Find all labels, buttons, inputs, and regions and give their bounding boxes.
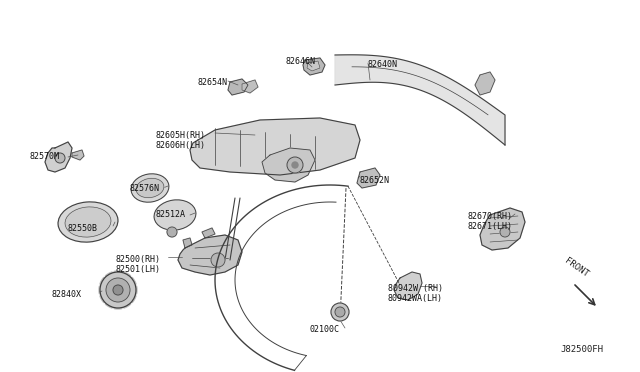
Wedge shape bbox=[106, 272, 118, 290]
Text: 82640N: 82640N bbox=[368, 60, 398, 69]
Text: 82500(RH): 82500(RH) bbox=[115, 255, 160, 264]
Text: 82576N: 82576N bbox=[130, 184, 160, 193]
Text: 82654N: 82654N bbox=[198, 78, 228, 87]
Polygon shape bbox=[303, 58, 325, 75]
Circle shape bbox=[211, 253, 225, 267]
Wedge shape bbox=[118, 290, 131, 308]
Text: 80942W (RH): 80942W (RH) bbox=[388, 284, 443, 293]
Text: 82570M: 82570M bbox=[30, 152, 60, 161]
Polygon shape bbox=[262, 148, 315, 182]
Polygon shape bbox=[357, 168, 380, 188]
Polygon shape bbox=[178, 235, 242, 275]
Polygon shape bbox=[190, 118, 360, 175]
Polygon shape bbox=[307, 61, 320, 71]
Circle shape bbox=[100, 272, 136, 308]
Polygon shape bbox=[202, 228, 215, 238]
Circle shape bbox=[113, 285, 123, 295]
Text: 82550B: 82550B bbox=[68, 224, 98, 233]
Polygon shape bbox=[475, 72, 495, 95]
Ellipse shape bbox=[65, 207, 111, 237]
Text: 80942WA(LH): 80942WA(LH) bbox=[388, 294, 443, 303]
Text: 82670(RH): 82670(RH) bbox=[468, 212, 513, 221]
Text: 02100C: 02100C bbox=[310, 325, 340, 334]
Wedge shape bbox=[118, 277, 136, 290]
Text: FRONT: FRONT bbox=[563, 256, 590, 279]
Polygon shape bbox=[45, 142, 72, 172]
Polygon shape bbox=[394, 272, 422, 300]
Polygon shape bbox=[228, 79, 248, 95]
Wedge shape bbox=[100, 277, 118, 290]
Wedge shape bbox=[114, 271, 122, 290]
Wedge shape bbox=[99, 286, 118, 294]
Polygon shape bbox=[335, 55, 505, 145]
Circle shape bbox=[55, 153, 65, 163]
Circle shape bbox=[106, 278, 130, 302]
Wedge shape bbox=[118, 286, 137, 294]
Text: 82501(LH): 82501(LH) bbox=[115, 265, 160, 274]
Text: 82646N: 82646N bbox=[285, 57, 315, 66]
Circle shape bbox=[287, 157, 303, 173]
Circle shape bbox=[331, 303, 349, 321]
Polygon shape bbox=[72, 150, 84, 160]
Text: 82605H(RH): 82605H(RH) bbox=[155, 131, 205, 140]
Wedge shape bbox=[118, 272, 131, 290]
Wedge shape bbox=[114, 290, 122, 309]
Text: 82840X: 82840X bbox=[52, 290, 82, 299]
Text: 82606H(LH): 82606H(LH) bbox=[155, 141, 205, 150]
Wedge shape bbox=[118, 290, 136, 303]
Wedge shape bbox=[100, 290, 118, 303]
Circle shape bbox=[292, 162, 298, 168]
Polygon shape bbox=[242, 80, 258, 93]
Circle shape bbox=[167, 227, 177, 237]
Text: 82671(LH): 82671(LH) bbox=[468, 222, 513, 231]
Ellipse shape bbox=[58, 202, 118, 242]
Ellipse shape bbox=[136, 178, 164, 198]
Text: 82512A: 82512A bbox=[155, 210, 185, 219]
Text: 82652N: 82652N bbox=[360, 176, 390, 185]
Circle shape bbox=[335, 307, 345, 317]
Ellipse shape bbox=[131, 174, 169, 202]
Text: J82500FH: J82500FH bbox=[560, 345, 603, 354]
Ellipse shape bbox=[154, 200, 196, 230]
Wedge shape bbox=[106, 290, 118, 308]
Polygon shape bbox=[480, 208, 525, 250]
Circle shape bbox=[500, 227, 510, 237]
Polygon shape bbox=[183, 238, 192, 248]
